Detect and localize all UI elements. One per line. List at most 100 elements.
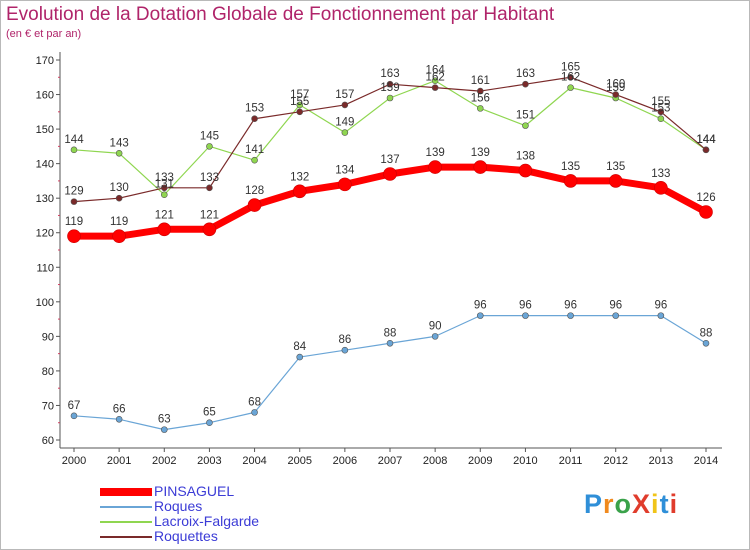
data-point (251, 409, 258, 416)
legend-item-lacroix-falgarde: Lacroix-Falgarde (100, 513, 360, 529)
data-label: 129 (64, 186, 83, 198)
legend-swatch (100, 521, 152, 523)
x-tick-label: 2009 (468, 455, 492, 467)
x-tick-label: 2005 (287, 455, 311, 467)
data-point (341, 101, 349, 109)
y-tick-label: 60 (42, 435, 54, 447)
data-label: 88 (384, 327, 397, 339)
data-point (386, 80, 394, 88)
x-tick-label: 2000 (62, 455, 86, 467)
data-point (157, 222, 172, 237)
data-label: 67 (68, 400, 81, 412)
data-point (473, 160, 488, 174)
data-label: 153 (651, 103, 670, 115)
y-tick-label: 150 (36, 124, 54, 136)
data-point (160, 426, 168, 433)
data-point (612, 312, 620, 319)
data-label: 149 (335, 117, 354, 129)
data-label: 138 (516, 151, 535, 163)
data-point (383, 167, 397, 181)
legend-label: PINSAGUEL (154, 483, 235, 499)
data-label: 96 (564, 300, 577, 312)
data-point (476, 312, 484, 319)
x-tick-label: 2007 (378, 455, 402, 467)
data-point (296, 101, 304, 109)
data-label: 144 (64, 134, 84, 146)
data-point (657, 115, 665, 123)
data-point (70, 412, 78, 420)
data-point (476, 87, 484, 95)
data-point (206, 143, 213, 150)
data-point (518, 163, 533, 178)
data-label: 119 (65, 216, 83, 228)
data-point (386, 94, 394, 102)
legend-swatch (100, 536, 152, 538)
data-point (612, 91, 620, 98)
x-tick-label: 2010 (513, 455, 537, 467)
series-roquettes (70, 73, 710, 205)
data-point (522, 122, 529, 129)
data-label: 165 (561, 61, 580, 73)
data-label: 119 (110, 216, 128, 228)
data-label: 164 (426, 65, 446, 77)
data-label: 133 (651, 168, 670, 180)
x-tick-label: 2013 (649, 455, 673, 467)
data-point (341, 346, 349, 354)
data-point (657, 108, 665, 116)
data-point (428, 160, 442, 174)
x-tick-label: 2002 (152, 455, 176, 467)
data-label: 135 (606, 161, 625, 173)
x-tick-label: 2004 (242, 455, 266, 467)
data-point (522, 312, 529, 319)
data-label: 84 (293, 341, 306, 353)
data-point (70, 146, 78, 154)
data-point (431, 84, 439, 91)
data-label: 133 (155, 172, 174, 184)
data-label: 96 (519, 300, 532, 312)
data-point (567, 312, 574, 319)
data-label: 126 (696, 192, 715, 204)
y-tick-label: 170 (36, 55, 54, 67)
data-label: 163 (380, 68, 399, 80)
data-point (702, 339, 710, 347)
proxiti-logo: ProXiti (584, 489, 679, 519)
data-label: 121 (200, 209, 219, 221)
data-label: 159 (380, 82, 399, 94)
data-point (251, 156, 258, 164)
data-label: 86 (338, 334, 351, 346)
data-point (292, 184, 307, 199)
data-point (70, 198, 78, 205)
x-tick-label: 2012 (603, 455, 627, 467)
data-label: 161 (471, 75, 490, 87)
data-label: 137 (380, 154, 399, 166)
data-label: 65 (203, 407, 216, 419)
data-point (296, 108, 304, 116)
y-tick-label: 90 (42, 331, 54, 343)
data-point (386, 339, 394, 347)
x-tick-label: 2014 (694, 455, 718, 467)
data-label: 141 (245, 144, 264, 156)
data-label: 128 (245, 185, 264, 197)
data-point (431, 333, 439, 340)
data-label: 151 (516, 110, 535, 122)
legend-swatch (100, 488, 152, 496)
data-label: 156 (471, 92, 490, 104)
data-point (115, 194, 123, 202)
data-point (160, 184, 168, 192)
legend-label: Roques (154, 498, 203, 514)
data-label: 139 (426, 147, 445, 159)
data-point (654, 181, 668, 195)
data-point (160, 191, 168, 199)
x-tick-label: 2001 (107, 455, 131, 467)
legend-label: Lacroix-Falgarde (154, 513, 260, 529)
x-tick-label: 2003 (197, 455, 221, 467)
data-point (657, 312, 665, 319)
data-point (567, 73, 574, 81)
x-tick-label: 2011 (559, 455, 583, 467)
x-tick-label: 2006 (333, 455, 357, 467)
data-point (341, 129, 349, 136)
data-label: 131 (155, 179, 174, 191)
legend-item-pinsaguel: PINSAGUEL (100, 483, 360, 499)
legend-item-roques: Roques (100, 498, 360, 514)
